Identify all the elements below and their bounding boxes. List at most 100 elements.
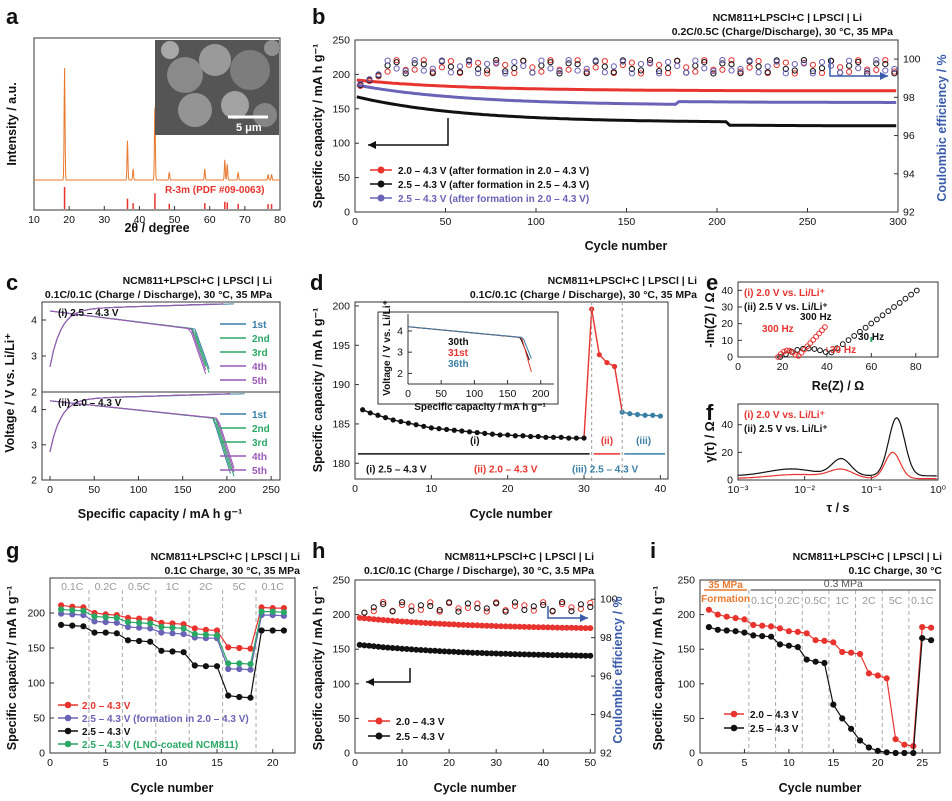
g-point-s3-2	[69, 622, 76, 629]
ce-point-s3-11	[447, 69, 454, 76]
d-point-39	[650, 412, 656, 418]
d-inset-x-label: 150	[499, 388, 517, 400]
h-ce-s2-13	[474, 605, 481, 612]
ce-point-s3-53	[827, 62, 835, 69]
panel-f-leg1: (i) 2.0 V vs. Li/Li⁺	[744, 410, 825, 421]
a-x-label: 50	[169, 214, 181, 226]
ce-point-s3-14	[475, 70, 482, 77]
nyquist-2.0v-16	[819, 327, 825, 334]
panel-h-frame	[354, 579, 596, 754]
h-ce-s1-25	[587, 599, 594, 607]
h-ce-s2-14	[483, 605, 490, 612]
panel-a-label: a	[6, 4, 19, 29]
h-ce-s2-16	[502, 608, 509, 615]
i-point-s2-14	[821, 659, 828, 667]
ce-point-s1-56	[855, 57, 862, 64]
b-x-label: 250	[799, 216, 817, 228]
d-inset-x-label: 200	[532, 388, 550, 400]
d-inset-x-label: 50	[435, 388, 447, 400]
ce-point-s1-51	[809, 61, 817, 68]
g-point-s3-21	[280, 627, 287, 634]
panel-i-header-1: NCM811+LPSCl+C | LPSCl | Li	[793, 551, 942, 563]
panel-c: c NCM811+LPSCl+C | LPSCl | Li 0.1C/0.1C …	[3, 270, 281, 521]
b-x-label: 300	[889, 216, 907, 228]
d-region-1: (i)	[470, 436, 479, 447]
d-point-24	[535, 433, 541, 440]
panel-b-header-2: 0.2C/0.5C (Charge/Discharge), 30 °C, 35 …	[672, 26, 893, 38]
ce-point-s3-24	[565, 57, 572, 64]
h-ce-s1-5	[399, 601, 406, 609]
legend-i-2: 2.5 – 4.3 V	[750, 724, 799, 735]
panel-g-frame	[49, 577, 296, 754]
h-arrow-right-head	[580, 614, 588, 622]
g-point-s3-4	[91, 629, 98, 636]
panel-h-y2label: Coulombic efficiency / %	[611, 596, 625, 743]
g-rate-7: 0.1C	[262, 581, 285, 593]
nyquist-2.0v-10	[801, 346, 808, 353]
d-inset-x-label: 0	[405, 388, 411, 400]
ce-point-s1-31	[628, 59, 636, 66]
b-x-label: 150	[618, 216, 636, 228]
g-point-s3-6	[113, 630, 120, 637]
a-x-label: 60	[204, 214, 216, 226]
d-point-11	[436, 426, 442, 432]
nyquist-2.5v-14	[851, 333, 858, 339]
panel-c-header-1: NCM811+LPSCl+C | LPSCl | Li	[123, 275, 272, 287]
panel-g: g NCM811+LPSCl+C | LPSCl | Li 0.1C Charg…	[5, 538, 300, 795]
i-point-s2-15	[830, 701, 837, 708]
ce-point-s1-20	[529, 64, 536, 71]
i-x-label: 0	[697, 757, 703, 769]
f-x-label: 10⁻³	[728, 484, 749, 496]
g-point-s2-17	[236, 665, 243, 673]
nyquist-2.0v-5	[786, 347, 793, 354]
f-x-label: 10⁻¹	[861, 484, 882, 496]
i-point-s1-12	[803, 630, 810, 637]
h-point-s1-42	[549, 624, 556, 631]
g-point-s4-6	[113, 614, 120, 622]
nyquist-2.0v-15	[816, 330, 822, 337]
g-point-s3-18	[247, 694, 254, 701]
e-x-label: 40	[821, 361, 833, 373]
h-ce-s2-3	[380, 601, 387, 608]
ce-point-s2-45	[755, 63, 762, 70]
ce-point-s3-23	[556, 67, 563, 75]
panel-f-label: f	[706, 400, 714, 425]
panel-g-legend: 2.0 – 4.3 V 2.5 – 4.3 V (formation in 2.…	[58, 701, 249, 751]
b-y-label: 250	[332, 35, 350, 47]
ce-point-s3-43	[737, 65, 744, 73]
c-leg-top-2: 2nd	[252, 334, 270, 345]
ce-point-s1-55	[846, 68, 853, 75]
ce-point-s2-51	[809, 68, 817, 75]
nyquist-2.0v-4	[783, 347, 790, 354]
d-point-15	[466, 429, 473, 435]
h-ce-s2-24	[577, 601, 585, 608]
c1-discharge-cycle-5	[49, 310, 207, 375]
d-x-label: 10	[425, 483, 437, 495]
ce-point-s3-10	[438, 57, 445, 64]
panel-i-header-2: 0.1C Charge, 30 °C	[849, 565, 943, 577]
g-point-s4-5	[102, 614, 109, 621]
ce-point-s3-32	[637, 60, 645, 68]
ce-point-s3-47	[773, 58, 780, 65]
g-rate-2: 0.2C	[95, 581, 118, 593]
d-point-16	[474, 429, 480, 436]
g-point-s2-11	[169, 630, 176, 637]
a-x-label: 20	[63, 214, 75, 226]
c-leg-bot-2: 2nd	[252, 424, 270, 435]
d-inset-ylabel: Voltage / V vs. Li/Li⁺	[382, 300, 393, 396]
h-ce-s1-14	[483, 608, 490, 615]
g-point-s3-14	[202, 663, 209, 670]
panel-e-label: e	[706, 270, 718, 295]
h-ce-s1-19	[530, 607, 537, 614]
panel-i-ylabel: Specific capacity / mA h g⁻¹	[651, 586, 665, 751]
ce-point-s3-3	[375, 71, 382, 78]
c-leg-top-3: 3rd	[252, 348, 268, 359]
g-y-label: 50	[33, 713, 45, 725]
ce-point-s1-39	[701, 57, 708, 64]
ce-point-s3-30	[619, 58, 627, 65]
c2-discharge-cycle-4	[49, 400, 235, 473]
i-point-s1-17	[848, 649, 855, 656]
ce-point-s1-44	[746, 64, 753, 71]
panel-e-xlabel: Re(Z) / Ω	[812, 379, 864, 393]
